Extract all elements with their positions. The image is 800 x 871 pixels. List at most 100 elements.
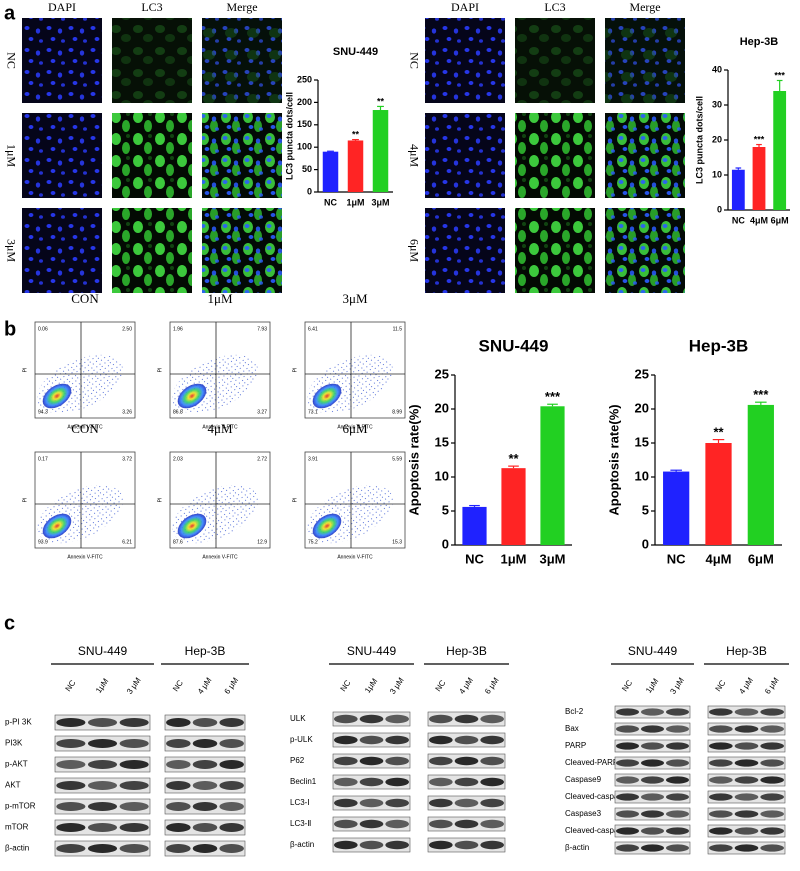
blot-band: [734, 827, 759, 835]
quadrant-value: 2.72: [257, 456, 267, 462]
blot-band: [641, 827, 664, 835]
bar: [731, 169, 745, 210]
blot-band: [641, 844, 664, 852]
blot-band: [666, 776, 689, 784]
micrograph: [112, 208, 192, 293]
y-tick-label: 40: [712, 64, 722, 74]
micrograph: [425, 113, 505, 198]
blot-band: [616, 776, 639, 784]
blot-band: [429, 840, 453, 850]
y-tick-label: 0: [642, 536, 649, 551]
protein-label: Cleaved-caspase3: [565, 826, 632, 835]
y-tick-label: 5: [442, 502, 449, 517]
blot-band: [359, 735, 384, 745]
blot-band: [192, 718, 218, 727]
quadrant-value: 2.03: [173, 456, 183, 462]
blot-band: [429, 756, 453, 766]
column-label: LC3: [544, 0, 565, 14]
row-label: 3μM: [4, 239, 18, 262]
y-axis-label: Apoptosis rate(%): [406, 404, 421, 515]
blot-band: [219, 718, 244, 727]
blot-band: [454, 840, 479, 850]
y-tick-label: 200: [297, 97, 312, 107]
protein-label: p-AKT: [5, 760, 28, 769]
blot-band: [709, 725, 733, 733]
bar: [462, 506, 487, 545]
blot-band: [87, 802, 118, 811]
blot-band: [666, 810, 689, 818]
blot-band: [760, 742, 784, 750]
blot-band: [709, 776, 733, 784]
blot-band: [119, 802, 149, 811]
blot-band: [429, 798, 453, 808]
bar: [773, 91, 787, 210]
blot-band: [359, 819, 384, 829]
y-tick-label: 150: [297, 119, 312, 129]
blot-band: [760, 759, 784, 767]
blot-band: [641, 810, 664, 818]
y-axis-label: PI: [22, 498, 28, 503]
blot-band: [334, 798, 358, 808]
blot-band: [760, 844, 784, 852]
y-tick-label: 15: [635, 434, 649, 449]
cell-line-label: SNU-449: [78, 644, 128, 658]
y-axis-label: PI: [157, 368, 163, 373]
blot-band: [709, 793, 733, 801]
blot-band: [709, 844, 733, 852]
blot-band: [359, 756, 384, 766]
micrograph: [425, 208, 505, 293]
row-label: NC: [407, 52, 421, 69]
chart-title: Hep-3B: [689, 336, 749, 355]
blot-band: [56, 760, 86, 769]
protein-label: Caspase9: [565, 775, 602, 784]
blot-band: [709, 742, 733, 750]
lane-label: NC: [171, 678, 185, 693]
y-tick-label: 5: [642, 502, 649, 517]
quadrant-value: 0.17: [38, 456, 48, 462]
density-core: [42, 383, 72, 409]
micrograph: [112, 113, 192, 198]
protein-label: AKT: [5, 781, 21, 790]
micrograph: [605, 18, 685, 103]
column-label: Merge: [629, 0, 660, 14]
significance: ***: [753, 387, 769, 402]
protein-label: β-actin: [290, 840, 314, 849]
blot-band: [480, 840, 504, 850]
x-tick-label: 4μM: [705, 551, 731, 566]
plot-title: 1μM: [207, 291, 232, 306]
significance: **: [508, 451, 519, 466]
blot-band: [641, 759, 664, 767]
protein-label: LC3-Ⅱ: [290, 819, 311, 828]
blot-band: [666, 844, 689, 852]
blot-band: [454, 714, 479, 724]
blot-band: [760, 776, 784, 784]
blot-band: [454, 756, 479, 766]
blot-band: [480, 798, 504, 808]
y-tick-label: 50: [302, 164, 312, 174]
bar: [501, 468, 526, 545]
x-tick-label: 1μM: [346, 197, 364, 207]
micrograph: [202, 113, 282, 198]
micrograph: [22, 208, 102, 293]
blot-band: [429, 714, 453, 724]
y-tick-label: 10: [712, 169, 722, 179]
blot-band: [709, 708, 733, 716]
blot-band: [385, 840, 409, 850]
blot-band: [734, 776, 759, 784]
panel-label: c: [4, 612, 15, 634]
protein-label: PI3K: [5, 739, 23, 748]
y-tick-label: 15: [435, 434, 449, 449]
x-tick-label: 6μM: [748, 551, 774, 566]
blot-band: [119, 718, 149, 727]
blot-band: [385, 714, 409, 724]
plot-title: 3μM: [342, 291, 367, 306]
y-axis-label: PI: [292, 368, 298, 373]
blot-band: [119, 844, 149, 853]
blot-band: [641, 725, 664, 733]
micrograph: [515, 18, 595, 103]
blot-band: [480, 735, 504, 745]
protein-label: Cleaved-PARP: [565, 758, 618, 767]
quadrant-value: 3.26: [122, 409, 132, 415]
chart-title: SNU-449: [333, 46, 378, 58]
